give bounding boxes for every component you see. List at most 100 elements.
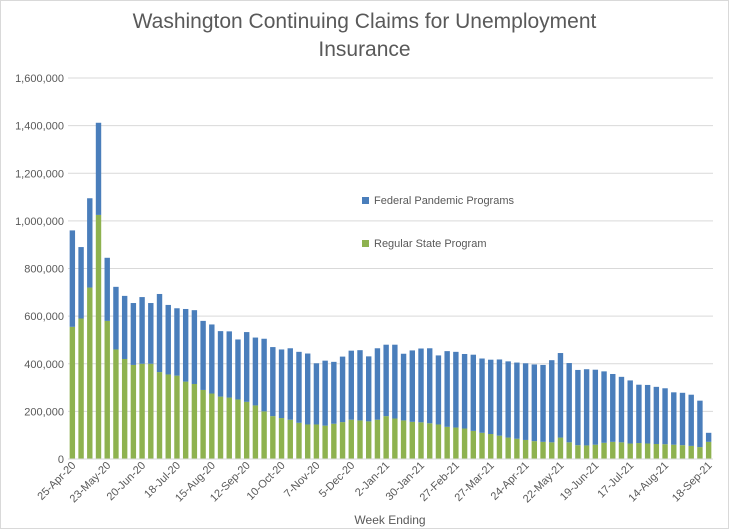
- bar-federal-pandemic: [130, 303, 137, 365]
- bar-federal-pandemic: [566, 363, 572, 443]
- bar-federal-pandemic: [78, 247, 84, 319]
- bar-regular-state: [139, 363, 145, 459]
- bar-federal-pandemic: [427, 348, 433, 424]
- bar-regular-state: [252, 405, 259, 459]
- bar-federal-pandemic: [304, 353, 311, 425]
- bar-regular-state: [304, 424, 311, 459]
- bar-regular-state: [400, 420, 407, 459]
- bar-regular-state: [78, 318, 84, 459]
- bar-regular-state: [522, 439, 529, 459]
- bar-federal-pandemic: [200, 320, 206, 390]
- bar-regular-state: [653, 443, 660, 459]
- bar-federal-pandemic: [636, 384, 642, 444]
- bar-regular-state: [557, 437, 564, 459]
- bar-federal-pandemic: [148, 303, 154, 364]
- bar-federal-pandemic: [357, 350, 363, 421]
- y-tick-label: 400,000: [24, 359, 64, 371]
- bar-regular-state: [549, 442, 555, 459]
- bar-federal-pandemic: [174, 308, 180, 376]
- y-axis-ticks: 0 200,000 400,000 600,000 800,000 1,000,000 1,…: [15, 73, 64, 466]
- bar-federal-pandemic: [522, 363, 529, 440]
- bar-regular-state: [566, 442, 572, 459]
- bar-regular-state: [191, 383, 198, 459]
- bar-federal-pandemic: [226, 331, 232, 398]
- chart-title-line-1: Washington Continuing Claims for Unemplo…: [132, 10, 597, 33]
- bar-federal-pandemic: [278, 349, 285, 419]
- y-tick-label: 600,000: [24, 311, 64, 323]
- bar-regular-state: [540, 441, 546, 459]
- bar-regular-state: [418, 422, 424, 459]
- bar-federal-pandemic: [139, 297, 145, 364]
- bar-regular-state: [121, 358, 128, 459]
- bar-regular-state: [200, 389, 206, 459]
- bar-federal-pandemic: [697, 400, 703, 448]
- bar-federal-pandemic: [243, 332, 250, 402]
- bar-regular-state: [705, 441, 712, 459]
- y-tick-label: 1,000,000: [15, 216, 64, 228]
- bar-federal-pandemic: [104, 257, 110, 321]
- bar-regular-state: [287, 419, 293, 459]
- bar-regular-state: [366, 421, 372, 459]
- bar-regular-state: [601, 442, 607, 459]
- x-axis-label: Week Ending: [354, 513, 425, 527]
- bar-regular-state: [113, 349, 119, 459]
- bar-federal-pandemic: [95, 122, 102, 215]
- bar-regular-state: [583, 445, 590, 459]
- bar-regular-state: [479, 432, 485, 459]
- bar-federal-pandemic: [575, 369, 581, 446]
- bar-federal-pandemic: [331, 361, 337, 424]
- bar-regular-state: [322, 425, 328, 459]
- bar-regular-state: [270, 416, 276, 459]
- bar-federal-pandemic: [182, 308, 189, 382]
- bar-regular-state: [531, 441, 538, 459]
- bar-federal-pandemic: [679, 392, 686, 446]
- bar-regular-state: [409, 421, 415, 459]
- bar-federal-pandemic: [348, 350, 354, 420]
- y-tick-label: 1,600,000: [15, 73, 64, 85]
- bar-federal-pandemic: [505, 361, 511, 438]
- bar-federal-pandemic: [383, 344, 389, 417]
- bar-federal-pandemic: [418, 348, 424, 423]
- bar-federal-pandemic: [235, 339, 241, 400]
- bar-regular-state: [156, 372, 163, 459]
- bar-federal-pandemic: [435, 355, 442, 425]
- y-tick-label: 1,200,000: [15, 168, 64, 180]
- x-axis-ticks: 25-Apr-2023-May-2020-Jun-2018-Jul-2015-A…: [35, 460, 714, 506]
- bar-federal-pandemic: [296, 351, 302, 423]
- bar-federal-pandemic: [121, 295, 128, 359]
- bar-regular-state: [217, 396, 224, 459]
- bar-regular-state: [165, 374, 171, 459]
- bar-federal-pandemic: [252, 337, 259, 406]
- bar-federal-pandemic: [688, 394, 694, 446]
- bar-federal-pandemic: [618, 376, 625, 443]
- bar-federal-pandemic: [322, 360, 328, 426]
- bar-federal-pandemic: [557, 353, 564, 438]
- bar-federal-pandemic: [601, 371, 607, 443]
- bar-regular-state: [104, 320, 110, 459]
- bar-federal-pandemic: [479, 358, 485, 433]
- bar-regular-state: [671, 444, 677, 459]
- chart-title-line-2: Insurance: [318, 38, 411, 61]
- bar-regular-state: [243, 401, 250, 459]
- bar-federal-pandemic: [261, 338, 267, 412]
- bar-federal-pandemic: [514, 362, 520, 439]
- bars: [69, 122, 712, 459]
- bar-federal-pandemic: [156, 293, 163, 373]
- bar-regular-state: [453, 427, 459, 459]
- bar-regular-state: [505, 437, 511, 459]
- bar-regular-state: [618, 442, 625, 459]
- x-tick-label: 10-Oct-20: [245, 460, 288, 503]
- bar-regular-state: [261, 411, 267, 459]
- bar-federal-pandemic: [409, 350, 415, 422]
- bar-federal-pandemic: [270, 347, 276, 417]
- bar-federal-pandemic: [217, 331, 224, 397]
- bar-regular-state: [514, 438, 520, 459]
- bar-federal-pandemic: [461, 353, 468, 429]
- bar-regular-state: [610, 441, 616, 459]
- bar-federal-pandemic: [374, 348, 381, 420]
- bar-federal-pandemic: [583, 369, 590, 446]
- bar-regular-state: [435, 424, 442, 459]
- legend-label-federal: Federal Pandemic Programs: [374, 195, 515, 207]
- bar-regular-state: [357, 420, 363, 459]
